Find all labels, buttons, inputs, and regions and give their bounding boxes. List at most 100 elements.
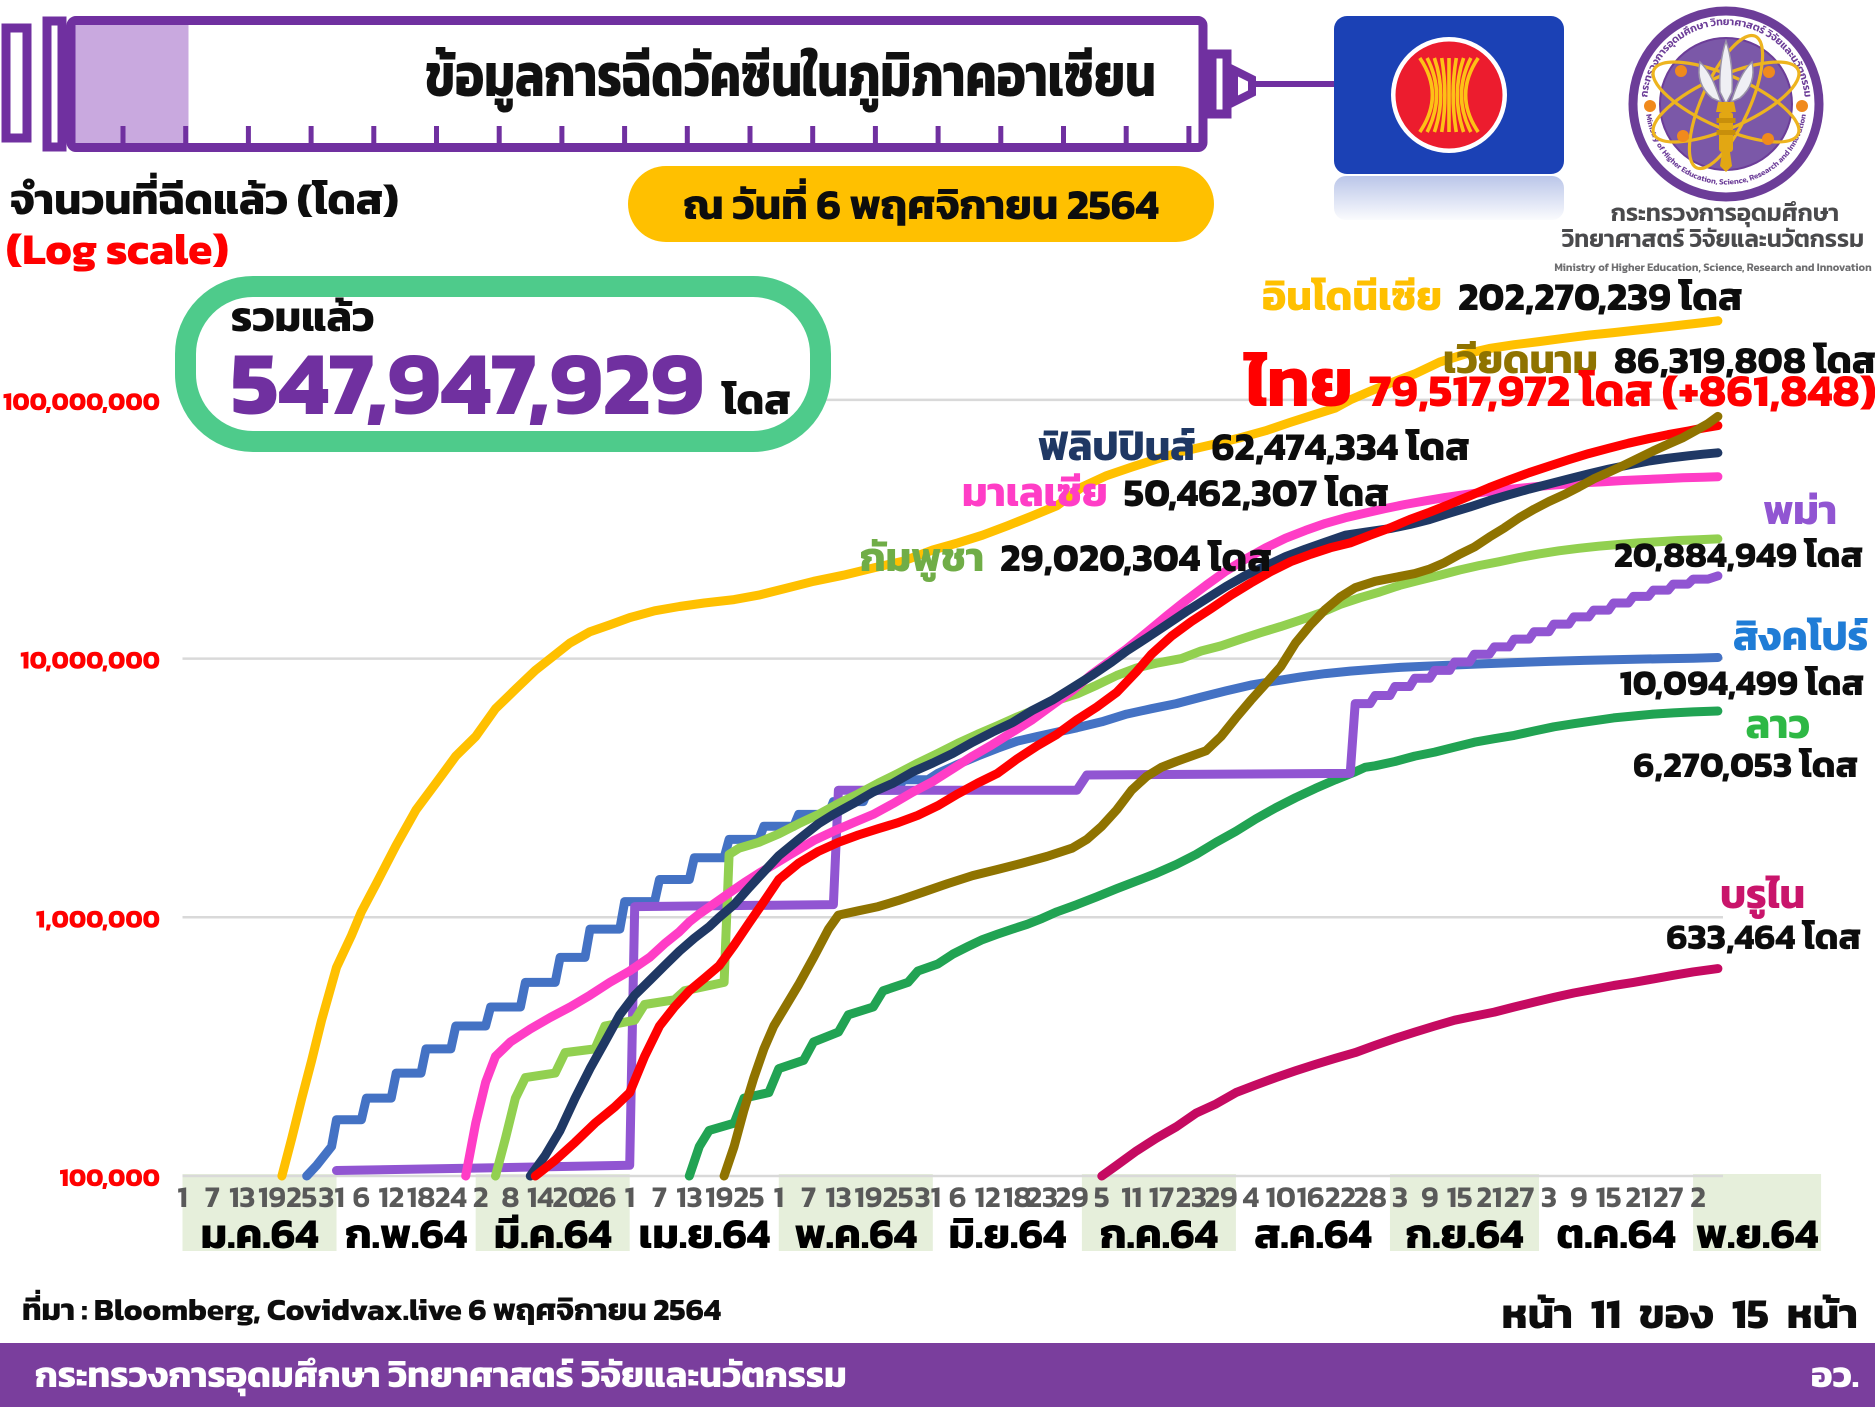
line-vietnam [719,411,1723,1181]
svg-text:9: 9 [1421,1174,1439,1219]
page-title: ข้อมูลการฉีดวัคซีนในภูมิภาคอาเซียน [425,30,1156,121]
svg-text:27: 27 [1504,1174,1535,1219]
country-value-myanmar: 20,884,949 โดส [1613,528,1863,582]
svg-text:1: 1 [177,1174,187,1219]
svg-text:5: 5 [1094,1174,1110,1219]
svg-text:13: 13 [676,1174,702,1219]
seal-trident [1698,38,1754,172]
svg-text:20: 20 [552,1174,587,1219]
svg-text:31: 31 [318,1174,344,1219]
country-value-thailand: 79,517,972 โดส (+861,848) [1368,356,1875,424]
svg-text:ม.ค.64: ม.ค.64 [201,1202,319,1265]
country-name-vietnam: เวียดนาม [1443,329,1598,389]
country-value-brunei: 633,464 โดส [1666,910,1861,964]
asean-flag-reflection [1334,176,1564,220]
svg-text:2: 2 [473,1174,489,1219]
svg-text:7: 7 [801,1174,816,1219]
svg-text:3: 3 [1541,1174,1557,1219]
total-value: 547,947,929 [231,314,705,450]
svg-text:19: 19 [705,1174,733,1219]
svg-text:3: 3 [1392,1174,1408,1219]
svg-text:8: 8 [501,1174,519,1219]
country-name-malaysia: มาเลเซีย [962,461,1108,522]
country-name-thailand: ไทย [1245,331,1353,433]
svg-text:1: 1 [624,1174,634,1219]
ministry-name-th-line1: กระทรวงการอุดมศึกษา [1610,196,1840,231]
svg-text:29: 29 [1205,1174,1238,1219]
svg-text:25: 25 [733,1174,764,1219]
line-philippines [525,448,1723,1181]
svg-text:21: 21 [1625,1174,1651,1219]
x-month-labels: ม.ค.64 ก.พ.64 มี.ค.64 เม.ย.64 พ.ค.64 มิ.ย.64 ก… [201,1202,1819,1265]
asean-flag [1334,16,1564,174]
svg-text:100,000: 100,000 [59,1158,160,1197]
label-philippines: ฟิลิปปินส์ 62,474,334 โดส [1038,416,1470,476]
total-doses-box [175,276,831,452]
svg-text:10: 10 [1265,1174,1295,1219]
label-vietnam: เวียดนาม 86,319,808 โดส [1443,330,1875,388]
svg-text:14: 14 [527,1174,554,1219]
svg-text:11: 11 [1121,1174,1142,1219]
total-value-row: 547,947,929 โดส [231,330,790,435]
svg-text:ก.ย.64: ก.ย.64 [1406,1202,1524,1265]
svg-text:พ.ย.64: พ.ย.64 [1696,1202,1818,1265]
svg-text:18: 18 [407,1174,436,1219]
syringe-graphic [1,16,1335,152]
svg-text:12: 12 [378,1174,404,1219]
seal-electrons [1644,65,1808,145]
country-value-indonesia: 202,270,239 โดส [1458,268,1743,326]
svg-text:31: 31 [915,1174,941,1219]
country-value-cambodia: 29,020,304 โดส [1000,529,1272,587]
country-value-laos: 6,270,053 โดส [1633,738,1858,792]
seal-atom-orbits [1651,33,1801,171]
svg-text:16: 16 [1296,1174,1324,1219]
svg-text:4: 4 [1243,1174,1260,1219]
country-value-philippines: 62,474,334 โดส [1211,418,1470,476]
line-brunei [1097,964,1723,1181]
asean-rice-sheaf [1418,56,1480,134]
ministry-name-en: Ministry of Higher Education, Science, R… [1554,260,1872,276]
syringe-cone [1230,63,1256,109]
svg-text:17: 17 [1149,1174,1174,1219]
svg-text:10,000,000: 10,000,000 [20,641,160,680]
source-note: ที่มา : Bloomberg, Covidvax.live 6 พฤศจิ… [22,1287,721,1333]
country-value-singapore: 10,094,499 โดส [1619,656,1864,710]
svg-text:19: 19 [854,1174,882,1219]
syringe-plunger-rod [42,16,67,152]
footer-ministry-abbr: อว. [1810,1348,1859,1402]
svg-text:9: 9 [1570,1174,1588,1219]
month-bands [182,1174,1822,1251]
svg-text:13: 13 [825,1174,851,1219]
line-myanmar [332,571,1723,1175]
svg-text:26: 26 [583,1174,616,1219]
svg-text:22: 22 [1325,1174,1356,1219]
line-laos [684,706,1723,1181]
syringe-graduations [120,126,1192,144]
svg-text:12: 12 [974,1174,1000,1219]
svg-text:28: 28 [1353,1174,1387,1219]
footer-bar: กระทรวงการอุดมศึกษา วิทยาศาสตร์ วิจัยและ… [0,1343,1875,1407]
svg-text:ก.ค.64: ก.ค.64 [1100,1202,1218,1265]
svg-text:1: 1 [774,1174,784,1219]
svg-text:เม.ย.64: เม.ย.64 [638,1202,770,1265]
syringe-barrel [66,16,1208,152]
ministry-seal: กระทรวงการอุดมศึกษา วิทยาศาสตร์ วิจัยและ… [1628,6,1824,202]
as-of-date-badge: ณ วันที่ 6 พฤศจิกายน 2564 [628,166,1214,242]
svg-text:มี.ค.64: มี.ค.64 [494,1202,612,1265]
y-axis-title: จำนวนที่ฉีดแล้ว (โดส) [10,167,399,231]
svg-text:ต.ค.64: ต.ค.64 [1557,1202,1676,1265]
y-tick-labels: 100,000,000 10,000,000 1,000,000 100,000 [3,382,160,1197]
svg-text:15: 15 [1446,1174,1472,1219]
syringe-nozzle [1207,49,1232,119]
country-value-vietnam: 86,319,808 โดส [1613,332,1875,389]
svg-text:ก.พ.64: ก.พ.64 [345,1202,467,1265]
svg-text:15: 15 [1596,1174,1622,1219]
country-name-indonesia: อินโดนีเซีย [1262,265,1443,326]
svg-text:29: 29 [1055,1174,1088,1219]
country-name-myanmar: พม่า [1763,479,1837,540]
svg-text:2: 2 [1690,1174,1706,1219]
svg-text:7: 7 [205,1174,220,1219]
